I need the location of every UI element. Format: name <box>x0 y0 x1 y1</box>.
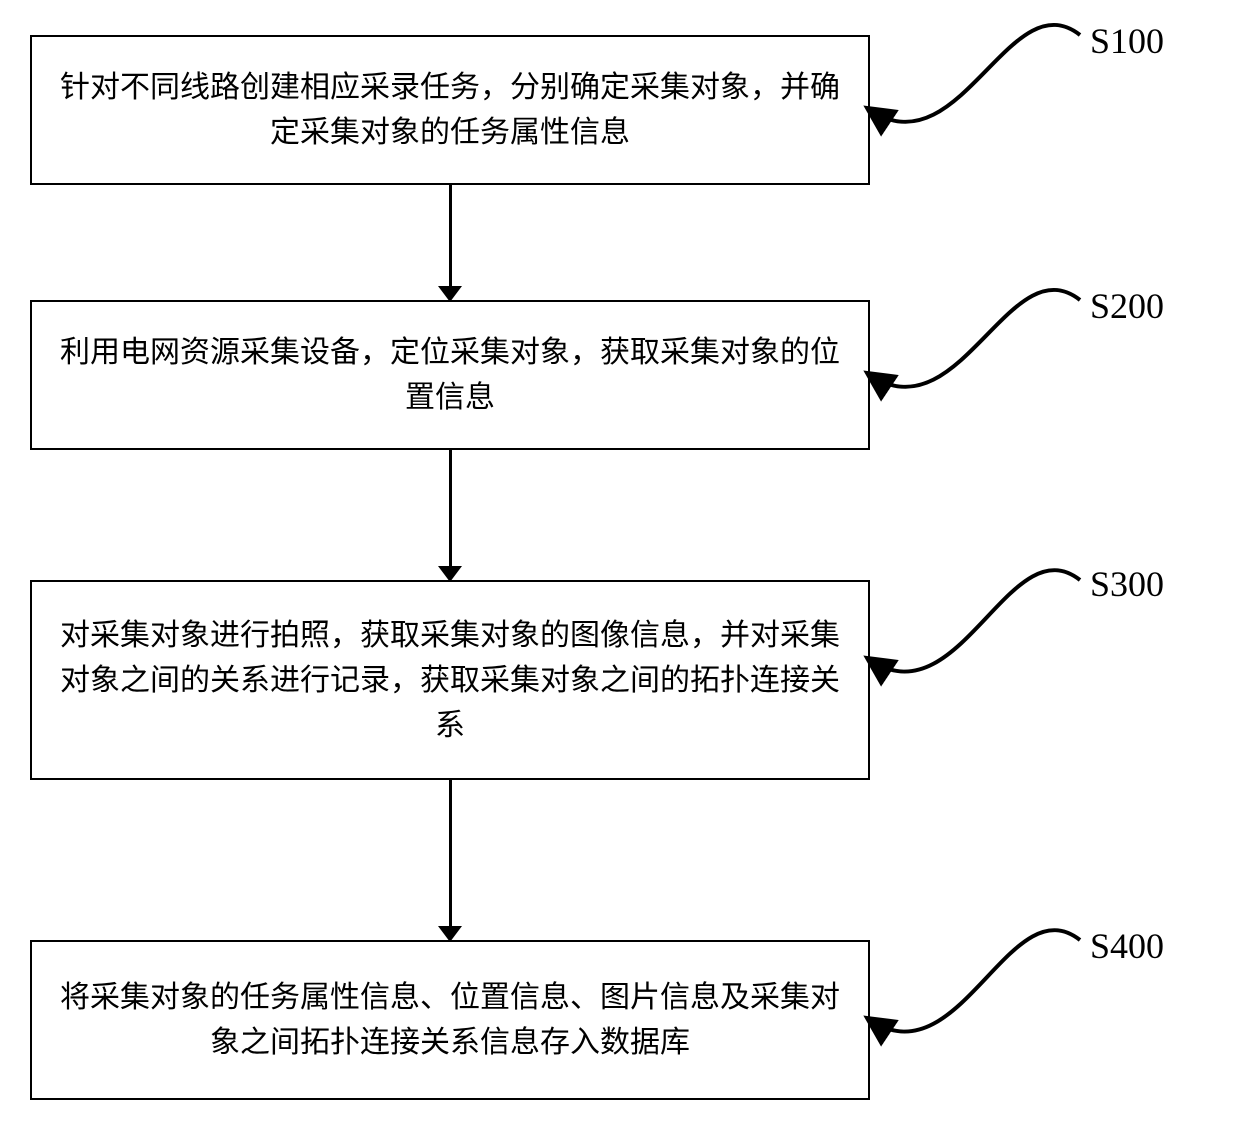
flow-node-text: 将采集对象的任务属性信息、位置信息、图片信息及采集对象之间拓扑连接关系信息存入数… <box>32 975 868 1065</box>
flow-arrow <box>449 450 452 568</box>
flowchart-canvas: 针对不同线路创建相应采录任务，分别确定采集对象，并确定采集对象的任务属性信息 S1… <box>0 0 1240 1135</box>
flow-arrow <box>449 780 452 928</box>
flow-node-text: 利用电网资源采集设备，定位采集对象，获取采集对象的位置信息 <box>32 330 868 420</box>
callout-curve <box>870 570 1080 671</box>
step-label-s200: S200 <box>1090 285 1164 327</box>
arrow-head-icon <box>438 566 462 582</box>
callout-curve <box>870 290 1080 387</box>
arrow-head-icon <box>438 926 462 942</box>
step-label-s400: S400 <box>1090 925 1164 967</box>
step-label-s100: S100 <box>1090 20 1164 62</box>
flow-node-text: 针对不同线路创建相应采录任务，分别确定采集对象，并确定采集对象的任务属性信息 <box>32 65 868 155</box>
callout-curve <box>870 25 1080 122</box>
flow-node-s300: 对采集对象进行拍照，获取采集对象的图像信息，并对采集对象之间的关系进行记录，获取… <box>30 580 870 780</box>
flow-node-s200: 利用电网资源采集设备，定位采集对象，获取采集对象的位置信息 <box>30 300 870 450</box>
step-label-s300: S300 <box>1090 563 1164 605</box>
arrow-head-icon <box>438 286 462 302</box>
callout-curve <box>870 930 1080 1031</box>
flow-node-s400: 将采集对象的任务属性信息、位置信息、图片信息及采集对象之间拓扑连接关系信息存入数… <box>30 940 870 1100</box>
flow-node-text: 对采集对象进行拍照，获取采集对象的图像信息，并对采集对象之间的关系进行记录，获取… <box>32 613 868 748</box>
flow-node-s100: 针对不同线路创建相应采录任务，分别确定采集对象，并确定采集对象的任务属性信息 <box>30 35 870 185</box>
flow-arrow <box>449 185 452 288</box>
